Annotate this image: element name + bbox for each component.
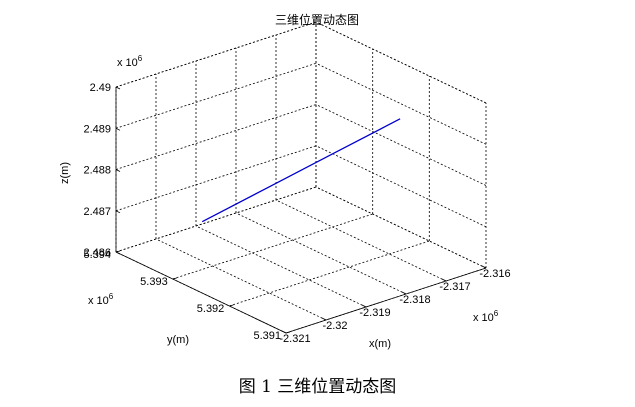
- y-axis-line: [115, 251, 287, 334]
- y-tick-label: 5.393: [140, 276, 168, 288]
- x-tick-label: -2.32: [322, 320, 347, 332]
- z-tick-label: 2.487: [83, 206, 111, 218]
- box-edge: [315, 21, 487, 104]
- grid-line: [155, 238, 327, 321]
- y-tick-label: 5.392: [197, 303, 225, 315]
- grid-line: [315, 62, 487, 145]
- tick-labels: -2.321 -2.32 -2.319 -2.318 -2.317 -2.316 5.391…: [83, 82, 510, 345]
- x-tick: [481, 265, 487, 269]
- grid-line: [172, 213, 373, 280]
- y-exponent-label: x 106: [88, 292, 114, 307]
- x-tick-label: -2.321: [279, 333, 310, 345]
- x-axis-label: x(m): [369, 338, 391, 350]
- z-axis-label: z(m): [59, 162, 71, 184]
- x-tick: [321, 317, 327, 321]
- z-tick-label: 2.489: [83, 123, 111, 135]
- grid-line: [315, 145, 487, 228]
- grid-line: [115, 62, 317, 129]
- grid-line: [115, 145, 317, 212]
- y-axis-label: y(m): [167, 334, 189, 346]
- x-exponent-label: x 106: [473, 309, 499, 324]
- x-tick: [441, 278, 447, 282]
- z-tick-label: 2.488: [83, 165, 111, 177]
- grid-line: [315, 186, 487, 269]
- x-tick: [361, 304, 367, 308]
- y-tick: [172, 277, 177, 280]
- data-series: [201, 118, 401, 223]
- grid-line: [115, 104, 317, 170]
- y-tick: [229, 304, 234, 307]
- y-tick: [285, 331, 291, 334]
- z-exponent-label: x 106: [117, 54, 143, 69]
- y-tick: [115, 250, 121, 253]
- grid-line: [115, 186, 317, 253]
- grid-line: [229, 240, 430, 307]
- grid-line: [275, 199, 447, 282]
- x-tick-label: -2.316: [479, 268, 510, 280]
- z-tick: [115, 86, 121, 90]
- chart-figure: -2.321 -2.32 -2.319 -2.318 -2.317 -2.316 5.391…: [59, 12, 511, 350]
- x-tick-label: -2.317: [439, 281, 470, 293]
- grid-line: [195, 225, 367, 308]
- trajectory-line: [201, 118, 401, 223]
- z-tick: [115, 127, 121, 131]
- z-tick-label: 2.486: [83, 247, 111, 259]
- chart-title: 三维位置动态图: [275, 12, 359, 27]
- z-tick: [115, 251, 121, 255]
- z-tick: [115, 210, 121, 214]
- grid-line: [315, 104, 487, 186]
- x-axis-line: [285, 267, 487, 334]
- y-tick-label: 5.391: [253, 330, 281, 342]
- box-edge: [115, 21, 317, 88]
- z-tick: [115, 169, 121, 172]
- grid-line: [235, 212, 407, 295]
- x-tick: [281, 330, 287, 334]
- x-tick-label: -2.318: [399, 294, 430, 306]
- tick-marks: [115, 86, 487, 334]
- y-tick-label: 5.394: [83, 249, 111, 261]
- z-tick-label: 2.49: [90, 82, 111, 94]
- x-tick: [401, 291, 407, 295]
- figure-caption: 图 1 三维位置动态图: [238, 377, 397, 397]
- x-tick-label: -2.319: [359, 307, 390, 319]
